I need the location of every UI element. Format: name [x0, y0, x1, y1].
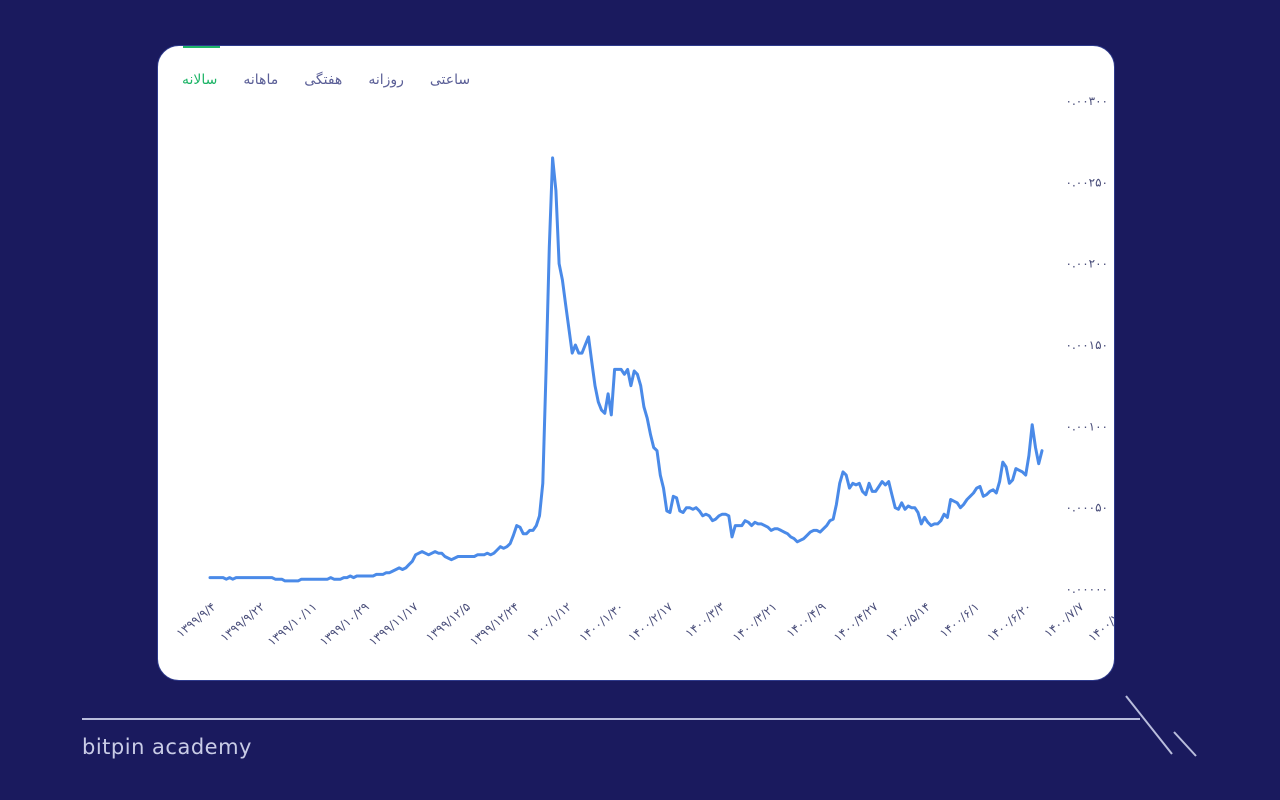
- price-line: [208, 156, 1044, 583]
- x-tick-label: ۱۴۰۰/۶/۱: [937, 600, 982, 641]
- y-tick-label: ۰.۰۰۲۰۰: [1066, 257, 1109, 271]
- timeframe-tabs: سالانه ماهانه هفتگی روزانه ساعتی: [182, 72, 470, 88]
- y-axis: ۰.۰۰۳۰۰ ۰.۰۰۲۵۰ ۰.۰۰۲۰۰ ۰.۰۰۱۵۰ ۰.۰۰۱۰۰ ۰.۰۰۰…: [1066, 94, 1109, 596]
- x-tick-label: ۱۴۰۰/۷/۷: [1042, 599, 1087, 640]
- y-tick-label: ۰.۰۰۱۰۰: [1066, 419, 1109, 433]
- active-tab-indicator: [183, 46, 220, 48]
- x-tick-label: ۱۴۰۰/۳/۳: [683, 599, 728, 640]
- x-tick-label: ۱۳۹۹/۹/۲۲: [218, 600, 268, 645]
- x-tick-label: ۱۳۹۹/۹/۴: [174, 600, 219, 641]
- x-tick-label: ۱۴۰۰/۲/۱۷: [625, 599, 675, 644]
- x-tick-label: ۱۳۹۹/۱۰/۱۱: [265, 600, 320, 649]
- x-tick-label: ۱۴۰۰/۷/۲۵: [1086, 600, 1115, 645]
- x-tick-label: ۱۳۹۹/۱۲/۵: [423, 600, 473, 645]
- x-tick-label: ۱۴۰۰/۶/۲۰: [984, 600, 1034, 645]
- slash-lines-icon: [1125, 695, 1197, 757]
- x-tick-label: ۱۴۰۰/۴/۹: [784, 600, 829, 641]
- x-tick-label: ۱۳۹۹/۱۰/۲۹: [317, 600, 372, 649]
- tab-yearly[interactable]: سالانه: [182, 72, 218, 88]
- x-tick-label: ۱۴۰۰/۴/۲۷: [831, 599, 881, 644]
- x-tick-label: ۱۴۰۰/۱/۳۰: [577, 600, 627, 645]
- price-chart: ۰.۰۰۳۰۰ ۰.۰۰۲۵۰ ۰.۰۰۲۰۰ ۰.۰۰۱۵۰ ۰.۰۰۱۰۰ ۰.۰۰۰…: [174, 94, 1115, 649]
- x-tick-label: ۱۴۰۰/۵/۱۴: [883, 600, 933, 645]
- y-tick-label: ۰.۰۰۱۵۰: [1066, 338, 1109, 352]
- brand-text: bitpin academy: [82, 735, 252, 759]
- tab-weekly[interactable]: هفتگی: [304, 72, 343, 88]
- x-tick-label: ۱۴۰۰/۱/۱۲: [524, 600, 574, 645]
- y-tick-label: ۰.۰۰۰۵۰: [1066, 501, 1109, 515]
- x-axis: ۱۳۹۹/۹/۴ ۱۳۹۹/۹/۲۲۱۳۹۹/۱۰/۱۱۱۳۹۹/۱۰/۲۹۱۳۹…: [174, 599, 1115, 649]
- x-tick-label: ۱۴۰۰/۳/۲۱: [730, 600, 780, 645]
- x-tick-label: ۱۳۹۹/۱۲/۲۴: [467, 600, 522, 649]
- tab-daily[interactable]: روزانه: [368, 72, 404, 88]
- series-group: [208, 156, 1044, 583]
- y-tick-label: ۰.۰۰۳۰۰: [1066, 94, 1109, 108]
- chart-card: سالانه ماهانه هفتگی روزانه ساعتی ۰.۰۰۳۰۰…: [157, 45, 1115, 681]
- y-tick-label: ۰.۰۰۰۰۰: [1066, 582, 1109, 596]
- tab-hourly[interactable]: ساعتی: [429, 72, 471, 88]
- x-tick-label: ۱۳۹۹/۱۱/۱۷: [366, 599, 421, 648]
- tab-monthly[interactable]: ماهانه: [243, 72, 279, 88]
- y-tick-label: ۰.۰۰۲۵۰: [1066, 175, 1109, 189]
- footer-divider: [82, 718, 1140, 720]
